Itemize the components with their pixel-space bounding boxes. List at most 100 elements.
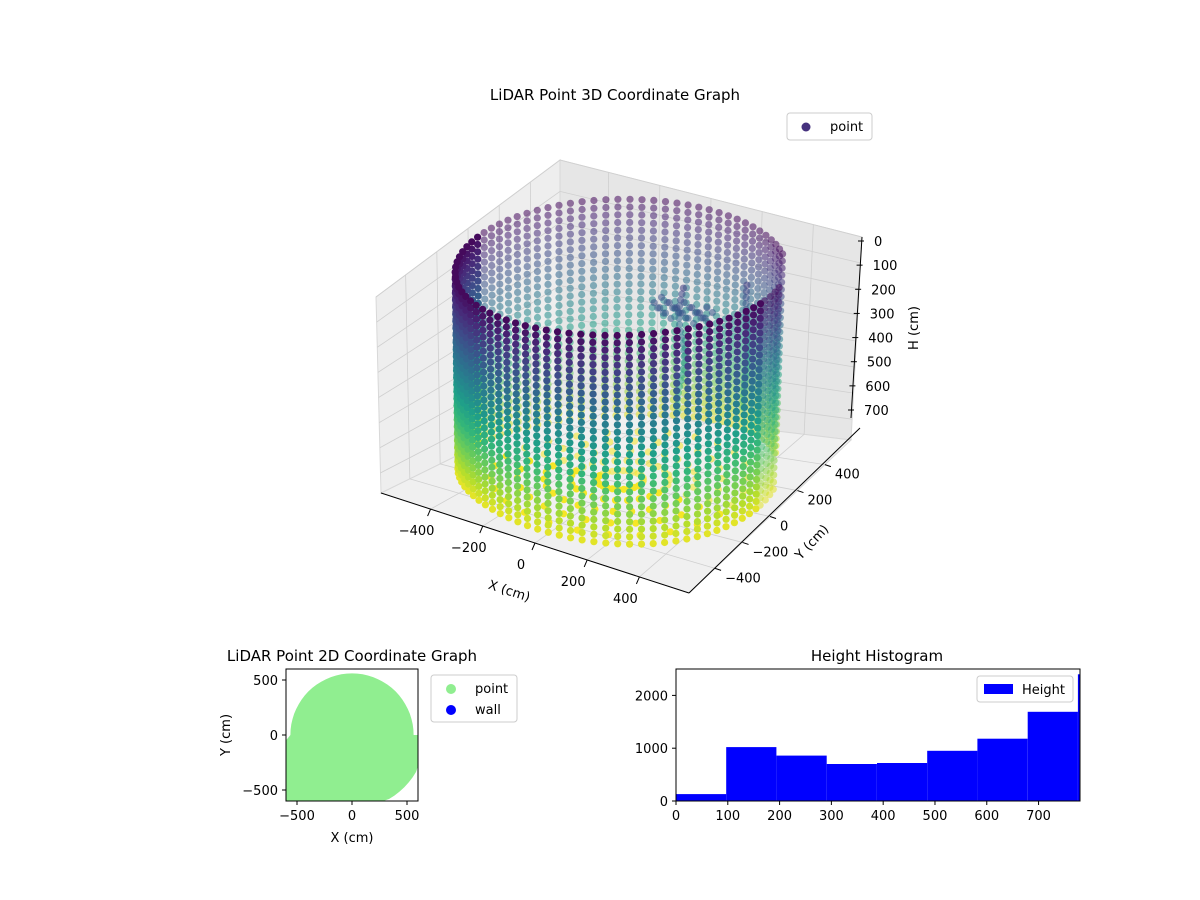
point-3d bbox=[533, 313, 542, 322]
point-3d bbox=[694, 465, 702, 473]
x-tick-label-2d: −500 bbox=[279, 809, 315, 824]
y-tick-mark-3d bbox=[714, 567, 722, 571]
point-3d bbox=[468, 238, 476, 246]
point-3d bbox=[683, 475, 691, 483]
x-tick-label-3d: 400 bbox=[613, 592, 638, 607]
point-3d bbox=[577, 330, 585, 338]
point-3d bbox=[671, 275, 680, 283]
point-3d bbox=[532, 346, 540, 354]
point-3d bbox=[703, 515, 712, 523]
point-3d bbox=[613, 354, 621, 362]
point-3d bbox=[661, 516, 669, 524]
point-3d bbox=[716, 317, 724, 325]
x-tick-label-hist: 700 bbox=[1026, 809, 1051, 824]
point-3d bbox=[672, 222, 681, 230]
point-3d bbox=[472, 301, 480, 309]
point-3d bbox=[488, 299, 496, 307]
point-3d bbox=[661, 538, 669, 547]
point-3d bbox=[468, 408, 476, 416]
point-3d bbox=[566, 512, 575, 520]
point-3d bbox=[694, 443, 702, 451]
point-3d bbox=[555, 524, 563, 532]
point-3d bbox=[523, 436, 531, 444]
point-3d bbox=[488, 291, 496, 299]
point-3d bbox=[661, 366, 669, 374]
point-3d bbox=[733, 370, 741, 378]
point-3d bbox=[602, 196, 610, 204]
point-3d bbox=[683, 452, 692, 460]
point-3d bbox=[543, 442, 552, 450]
point-3d bbox=[661, 373, 669, 381]
point-3d bbox=[637, 533, 646, 541]
point-3d bbox=[724, 226, 732, 235]
point-3d bbox=[577, 433, 586, 441]
x-tick-label-3d: 0 bbox=[517, 558, 525, 573]
point-3d bbox=[554, 393, 562, 401]
point-3d bbox=[578, 260, 586, 268]
point-3d bbox=[694, 480, 702, 488]
point-3d bbox=[504, 443, 512, 451]
point-3d bbox=[480, 396, 488, 404]
point-3d bbox=[589, 346, 597, 354]
point-3d bbox=[474, 292, 482, 300]
point-3d bbox=[602, 487, 610, 495]
point-3d bbox=[705, 402, 713, 410]
point-3d bbox=[626, 226, 634, 234]
y-tick-label-3d: 0 bbox=[780, 520, 788, 535]
point-3d bbox=[661, 418, 669, 426]
y-tick-label-2d: −500 bbox=[242, 784, 278, 799]
point-3d bbox=[649, 540, 657, 548]
point-3d bbox=[543, 369, 551, 377]
point-3d bbox=[513, 482, 522, 490]
point-3d bbox=[724, 389, 732, 397]
point-3d bbox=[503, 394, 511, 402]
point-3d bbox=[649, 360, 658, 368]
point-3d bbox=[578, 529, 586, 537]
point-3d bbox=[601, 312, 609, 320]
point-3d bbox=[741, 241, 749, 249]
point-3d bbox=[590, 212, 598, 220]
point-3d bbox=[673, 409, 681, 417]
point-3d bbox=[683, 246, 691, 254]
point-3d bbox=[694, 218, 703, 226]
point-3d bbox=[703, 303, 711, 312]
point-3d bbox=[731, 511, 739, 519]
point-3d bbox=[467, 332, 475, 340]
point-3d bbox=[671, 297, 679, 306]
point-3d bbox=[625, 361, 634, 369]
point-3d bbox=[734, 311, 742, 319]
point-3d bbox=[694, 495, 702, 503]
point-3d bbox=[731, 303, 739, 311]
point-3d bbox=[672, 514, 680, 523]
point-3d bbox=[683, 254, 691, 262]
ticks-3d: −400−2000200400−400−20002004000100200300… bbox=[399, 235, 898, 607]
point-3d bbox=[469, 485, 477, 493]
point-3d bbox=[589, 266, 598, 274]
point-3d bbox=[649, 382, 658, 390]
point-3d bbox=[679, 340, 687, 348]
point-3d bbox=[513, 273, 522, 281]
point-3d bbox=[590, 479, 598, 487]
point-3d bbox=[601, 457, 610, 465]
point-3d bbox=[714, 231, 723, 239]
point-3d bbox=[637, 280, 645, 288]
point-3d bbox=[626, 234, 634, 242]
point-3d bbox=[766, 307, 774, 315]
point-3d bbox=[523, 240, 531, 248]
histogram-bar bbox=[927, 750, 978, 801]
point-3d bbox=[649, 250, 657, 258]
histogram-bar bbox=[1077, 674, 1080, 801]
point-3d bbox=[731, 482, 739, 490]
point-3d bbox=[496, 287, 504, 296]
point-3d bbox=[555, 301, 563, 310]
point-3d bbox=[590, 486, 598, 494]
point-3d bbox=[601, 465, 610, 473]
point-3d bbox=[767, 236, 775, 244]
point-3d bbox=[544, 280, 552, 288]
point-3d bbox=[723, 278, 731, 286]
point-3d bbox=[661, 478, 669, 487]
point-3d bbox=[480, 403, 488, 411]
point-3d bbox=[661, 388, 669, 396]
point-3d bbox=[488, 498, 496, 506]
point-3d bbox=[733, 363, 741, 371]
